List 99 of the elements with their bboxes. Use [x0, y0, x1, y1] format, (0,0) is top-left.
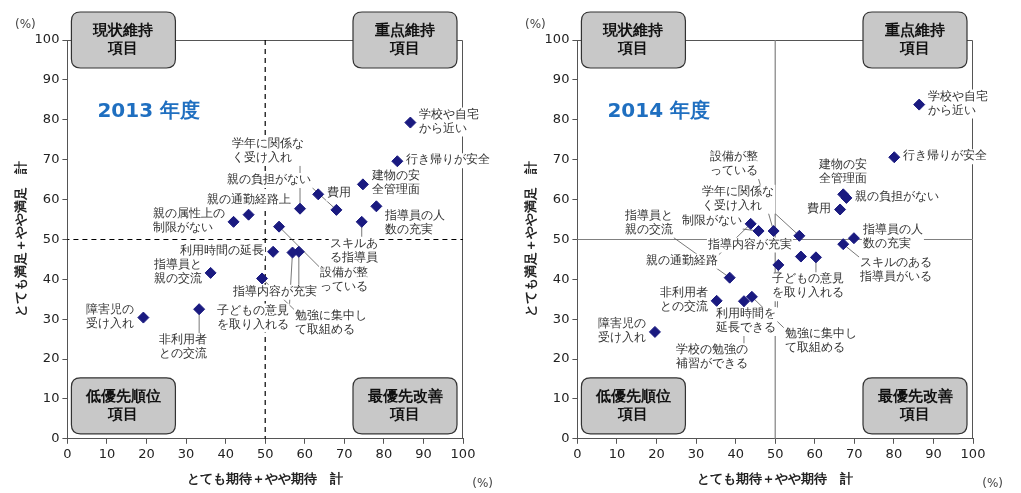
annotation: 現状維持項目 [602, 20, 664, 57]
x-tick-label: 70 [336, 445, 353, 461]
text: 2013 年度 [97, 97, 201, 122]
x-tick-label: 50 [256, 445, 274, 461]
annotation: 勉強に集中して取組める [784, 325, 857, 354]
annotation: 設備が整っている [320, 264, 369, 293]
y-tick-label: 0 [51, 430, 60, 446]
y-tick-label: 100 [544, 31, 570, 47]
y-tick-label: 0 [561, 430, 570, 446]
annotation: 親の負担がない [227, 172, 312, 187]
annotation: 親の通勤経路 [645, 252, 718, 267]
annotation: スキルある指導員 [329, 235, 378, 264]
annotation: 学校や自宅から近い [928, 88, 989, 117]
x-tick-label: 60 [806, 445, 824, 461]
y-axis-title: とても満足＋やや満足 計 [523, 161, 539, 318]
annotation: 最優先改善項目 [366, 386, 443, 423]
y-tick-label: 20 [552, 350, 570, 366]
annotation: 費用 [807, 200, 832, 215]
annotation: 費用 [327, 185, 352, 200]
y-tick-label: 30 [552, 310, 570, 326]
text: 2014 年度 [607, 97, 711, 122]
annotation: 行き帰りが安全 [406, 152, 491, 167]
annotation: 建物の安全管理面 [818, 157, 868, 186]
x-tick-label: 90 [925, 445, 942, 461]
x-tick-label: 40 [727, 445, 744, 461]
annotation: 設備が整っている [709, 149, 758, 178]
x-tick-label: 90 [415, 445, 432, 461]
y-tick-label: 50 [552, 230, 570, 246]
annotation: 非利用者との交流 [159, 332, 208, 361]
y-tick-label: 60 [552, 190, 570, 206]
annotation: 子どもの意見を取り入れる [771, 271, 844, 300]
annotation: 親の属性上の制限がない [152, 205, 225, 234]
y-tick-label: 60 [42, 190, 60, 206]
annotation: 学年に関係なく受け入れ [232, 135, 305, 164]
y-tick-label: 40 [42, 270, 60, 286]
y-tick-label: 10 [552, 390, 570, 406]
annotation: 指導員と親の交流 [623, 207, 673, 236]
y-tick-label: 80 [552, 111, 570, 127]
annotation: 現状維持項目 [92, 20, 154, 57]
y-tick-label: 50 [42, 230, 60, 246]
y-tick-label: 90 [552, 71, 570, 87]
x-tick-label: 10 [608, 445, 626, 461]
x-tick-label: 20 [648, 445, 665, 461]
x-tick-label: 40 [217, 445, 234, 461]
annotation: 指導員の人数の充実 [384, 208, 446, 237]
y-axis-title: とても満足＋やや満足 計 [13, 161, 29, 318]
x-tick-label: 20 [138, 445, 155, 461]
annotation: 重点維持項目 [374, 20, 435, 57]
annotation: 親の負担がない [855, 189, 940, 204]
y-tick-label: 70 [552, 151, 570, 167]
text: (%) [472, 476, 493, 490]
x-tick-label: 60 [296, 445, 314, 461]
annotation: 低優先順位項目 [84, 386, 161, 423]
annotation: 障害児の受け入れ [597, 316, 646, 345]
y-tick-label: 20 [42, 350, 60, 366]
annotation: 制限がない [681, 213, 742, 228]
x-tick-label: 100 [960, 445, 986, 461]
annotation: 子どもの意見を取り入れる [216, 302, 289, 331]
annotation: スキルのある指導員がいる [859, 255, 933, 284]
x-tick-label: 30 [177, 445, 195, 461]
y-tick-label: 90 [42, 71, 60, 87]
text: (%) [982, 476, 1003, 490]
annotation: 勉強に集中して取組める [295, 307, 368, 336]
x-tick-label: 70 [846, 445, 863, 461]
annotation: 重点維持項目 [884, 20, 945, 57]
annotation: 学年に関係なく受け入れ [702, 183, 775, 212]
y-tick-label: 80 [42, 111, 60, 127]
annotation: 指導員と親の交流 [152, 257, 202, 286]
y-tick-label: 100 [34, 31, 60, 47]
x-axis-title: とても期待＋やや期待 計 [697, 470, 854, 486]
annotation: 指導員の人数の充実 [861, 222, 923, 251]
annotation: 指導内容が充実 [231, 283, 317, 298]
annotation: 指導内容が充実 [706, 236, 792, 251]
x-tick-label: 30 [687, 445, 705, 461]
annotation: 行き帰りが安全 [903, 148, 988, 163]
x-tick-label: 80 [375, 445, 393, 461]
x-tick-label: 0 [573, 445, 582, 461]
text: (%) [525, 17, 546, 31]
x-tick-label: 50 [766, 445, 784, 461]
annotation: 親の通勤経路上 [206, 191, 291, 206]
annotation: 非利用者との交流 [659, 284, 708, 313]
annotation: 利用時間を延長できる [715, 306, 777, 335]
x-tick-label: 0 [63, 445, 72, 461]
annotation: 利用時間の延長 [180, 242, 265, 257]
annotation: 建物の安全管理面 [370, 168, 420, 197]
y-tick-label: 10 [42, 390, 60, 406]
y-tick-label: 40 [552, 270, 570, 286]
x-tick-label: 80 [885, 445, 903, 461]
x-tick-label: 10 [98, 445, 116, 461]
annotation: 学校や自宅から近い [419, 106, 480, 135]
y-tick-label: 30 [42, 310, 60, 326]
x-tick-label: 100 [450, 445, 476, 461]
annotation: 学校の勉強の補習ができる [675, 342, 748, 371]
text: (%) [15, 17, 36, 31]
annotation: 障害児の受け入れ [86, 301, 135, 330]
y-tick-label: 70 [42, 151, 60, 167]
x-axis-title: とても期待＋やや期待 計 [187, 470, 344, 486]
annotation: 最優先改善項目 [876, 386, 953, 423]
annotation: 低優先順位項目 [594, 386, 671, 423]
